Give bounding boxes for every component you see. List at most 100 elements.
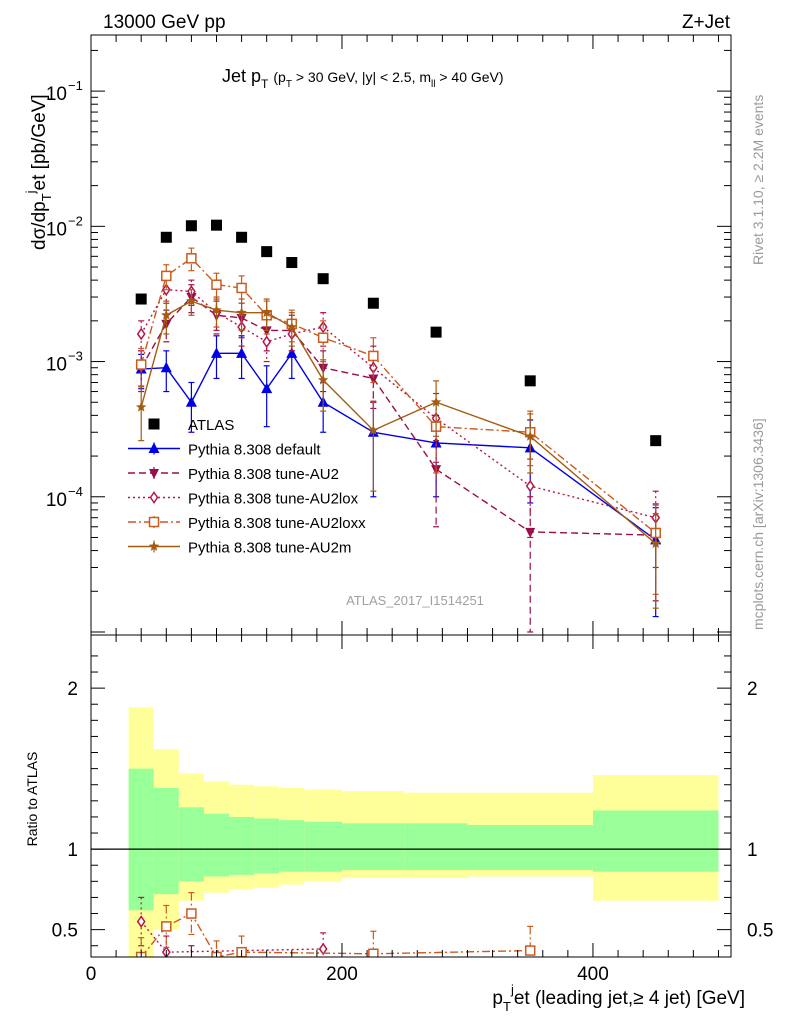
- series-0: [135, 219, 662, 447]
- title-cuts: (p: [273, 69, 286, 85]
- series-line: [140, 296, 656, 536]
- legend-marker: [149, 469, 159, 479]
- data-point: [525, 527, 536, 538]
- data-point: [367, 297, 379, 309]
- data-point: [261, 307, 272, 318]
- xtick-label: 0: [86, 964, 97, 985]
- ratio-point: [136, 915, 146, 928]
- ratio-band-inner: [279, 820, 305, 872]
- legend-marker: [149, 491, 159, 504]
- xlabel-a-sub: T: [503, 999, 511, 1014]
- legend-label: Pythia 8.308 tune-AU2lox: [188, 491, 359, 508]
- data-point: [261, 382, 273, 394]
- ratio-band-inner: [254, 818, 280, 874]
- data-point: [135, 359, 147, 370]
- data-point: [236, 231, 248, 243]
- data-point: [261, 246, 273, 258]
- ratio-ytick-label-right: 2: [747, 679, 758, 700]
- ytick-label: 10: [46, 355, 67, 376]
- data-point: [185, 396, 197, 407]
- ratio-point: [318, 942, 328, 956]
- main-frame: [90, 34, 732, 636]
- legend-label: Pythia 8.308 default: [188, 442, 321, 459]
- ytick-label: 10: [46, 219, 67, 240]
- data-point: [236, 307, 247, 318]
- ylabel-a-sub: T: [39, 193, 54, 201]
- data-point: [524, 375, 536, 387]
- ytick-label: 10: [46, 84, 67, 105]
- ytick-label: 10: [46, 490, 67, 511]
- legend-marker: [148, 541, 160, 551]
- data-point: [286, 257, 298, 269]
- xtick-label: 200: [326, 964, 358, 985]
- data-point: [135, 401, 147, 412]
- data-point: [186, 295, 197, 306]
- ratio-band-inner: [128, 768, 154, 911]
- legend-marker: [148, 418, 160, 430]
- title-main: Jet p: [222, 66, 261, 86]
- data-point: [210, 219, 222, 231]
- data-point: [286, 321, 298, 332]
- legend-label: ATLAS: [188, 417, 234, 434]
- data-point: [186, 253, 197, 264]
- ylabel-b: j: [23, 190, 38, 194]
- title-main-sub: T: [261, 77, 269, 91]
- header-left: 13000 GeV pp: [103, 12, 226, 33]
- legend-label: Pythia 8.308 tune-AU2: [188, 466, 339, 483]
- data-point: [160, 231, 172, 243]
- ratio-ylabel: Ratio to ATLAS: [24, 752, 40, 847]
- xlabel-a: p: [492, 988, 503, 1009]
- data-point: [317, 332, 329, 343]
- data-point: [236, 347, 248, 358]
- ytick-exponent: −4: [68, 484, 83, 499]
- data-point: [368, 350, 379, 362]
- ratio-ytick-label: 1: [67, 840, 78, 861]
- data-point: [211, 279, 222, 290]
- ratio-band-inner: [203, 813, 230, 877]
- ratio-ytick-label: 2: [67, 679, 78, 700]
- data-point: [286, 347, 298, 358]
- ratio-point: [161, 921, 172, 932]
- rivet-label: Rivet 3.1.10, ≥ 2.2M events: [750, 95, 766, 265]
- xtick-label: 400: [577, 964, 609, 985]
- data-point: [317, 273, 329, 285]
- ratio-frame: [90, 634, 732, 958]
- title-cuts-sub1: T: [286, 79, 292, 90]
- series-line: [141, 352, 657, 541]
- ylabel-a: dσ/dp: [29, 201, 50, 250]
- ytick-exponent: −2: [68, 213, 83, 228]
- legend-label: Pythia 8.308 tune-AU2loxx: [188, 515, 366, 532]
- ratio-xlabel: pTjet (leading jet,≥ 4 jet) [GeV]: [492, 982, 745, 1014]
- title-cuts-sub2: ll: [431, 79, 435, 90]
- ratio-band-inner: [467, 824, 593, 871]
- data-point: [524, 430, 536, 441]
- xlabel-b: j: [510, 982, 514, 997]
- data-point: [368, 424, 379, 435]
- xlabel-c: et (leading jet,≥ 4 jet) [GeV]: [514, 988, 745, 1009]
- data-point: [135, 293, 147, 305]
- ratio-series-line: [140, 912, 531, 957]
- data-point: [160, 361, 172, 373]
- legend-label: Pythia 8.308 tune-AU2m: [188, 540, 351, 557]
- ytick-exponent: −3: [68, 349, 83, 364]
- main-ylabel: dσ/dpTjet [pb/GeV]: [23, 94, 54, 250]
- ratio-band-inner: [341, 823, 405, 871]
- data-point: [236, 282, 247, 294]
- ratio-ytick-label-right: 1: [747, 840, 758, 861]
- legend-marker: [148, 516, 160, 528]
- data-point: [317, 374, 329, 385]
- ratio-ytick-label: 0.5: [52, 921, 78, 942]
- ratio-band-inner: [153, 787, 179, 895]
- data-point: [261, 326, 272, 337]
- ratio-band-inner: [304, 821, 342, 872]
- series-line: [140, 300, 657, 545]
- data-point: [650, 435, 662, 447]
- ratio-band-inner: [592, 810, 719, 872]
- ratio-band-inner: [178, 807, 204, 882]
- series-5: [135, 289, 661, 609]
- data-point: [161, 309, 172, 320]
- legend-marker: [148, 442, 160, 453]
- data-point: [210, 347, 222, 358]
- ratio-point: [186, 958, 196, 968]
